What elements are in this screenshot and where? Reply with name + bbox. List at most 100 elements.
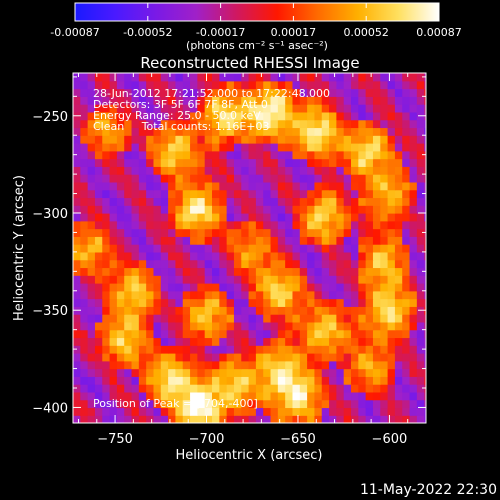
heatmap-cell <box>292 407 301 416</box>
heatmap-cell <box>248 368 257 377</box>
heatmap-cell <box>153 329 162 339</box>
heatmap-cell <box>241 345 250 354</box>
heatmap-cell <box>80 181 89 191</box>
heatmap-cell <box>226 80 235 90</box>
heatmap-cell <box>343 213 352 222</box>
heatmap-cell <box>153 251 162 261</box>
heatmap-cell <box>263 345 272 354</box>
heatmap-cell <box>358 391 367 401</box>
heatmap-cell <box>255 104 264 113</box>
heatmap-cell <box>270 360 279 370</box>
heatmap-cell <box>153 353 162 362</box>
heatmap-cell <box>424 251 426 261</box>
heatmap-cell <box>233 158 242 167</box>
heatmap-cell <box>204 415 213 423</box>
heatmap-cell <box>153 166 162 175</box>
heatmap-cell <box>372 150 381 160</box>
heatmap-cell <box>116 236 125 245</box>
heatmap-cell <box>372 275 381 284</box>
heatmap-cell <box>87 96 96 105</box>
heatmap-cell <box>329 127 337 136</box>
heatmap-cell <box>241 228 250 237</box>
heatmap-cell <box>394 189 403 199</box>
heatmap-cell <box>153 228 162 237</box>
colorbar-tick-label: -0.00017 <box>196 26 245 39</box>
heatmap-cell <box>219 329 228 339</box>
heatmap-cell <box>416 415 425 423</box>
heatmap-cell <box>336 73 345 82</box>
heatmap-cell <box>219 150 228 160</box>
heatmap-cell <box>138 228 147 237</box>
heatmap-cell <box>233 345 242 354</box>
heatmap-cell <box>372 73 381 82</box>
heatmap-cell <box>409 135 418 144</box>
heatmap-cell <box>255 80 264 90</box>
heatmap-cell <box>307 166 316 175</box>
heatmap-cell <box>372 399 381 409</box>
heatmap-cell <box>307 174 316 183</box>
heatmap-cell <box>394 197 403 206</box>
heatmap-cell <box>175 384 184 393</box>
heatmap-cell <box>138 104 147 113</box>
heatmap-cell <box>138 283 147 292</box>
heatmap-cell <box>424 353 426 362</box>
heatmap-cell <box>255 220 264 230</box>
heatmap-cell <box>263 283 272 292</box>
heatmap-cell <box>307 73 316 82</box>
x-axis: −750 −700 −650 −600 <box>77 73 427 447</box>
heatmap-cell <box>263 321 272 331</box>
heatmap-cell <box>248 391 257 401</box>
x-tick-label: −750 <box>97 432 133 447</box>
heatmap-cell <box>343 384 352 393</box>
heatmap-cell <box>94 174 103 183</box>
heatmap-cell <box>146 399 155 409</box>
heatmap-cell <box>175 88 184 97</box>
heatmap-cell <box>255 329 264 339</box>
heatmap-cell <box>329 158 337 167</box>
heatmap-cell <box>270 314 279 323</box>
heatmap-cell <box>80 228 89 237</box>
heatmap-cell <box>131 259 140 269</box>
heatmap-cell <box>146 376 155 385</box>
heatmap-cell <box>336 88 345 97</box>
heatmap-cell <box>351 306 359 315</box>
heatmap-cell <box>299 298 308 307</box>
heatmap-cell <box>219 399 228 409</box>
heatmap-cell <box>175 197 184 206</box>
heatmap-cell <box>233 104 242 113</box>
heatmap-cell <box>73 220 81 230</box>
heatmap-cell <box>365 80 374 90</box>
heatmap-cell <box>409 181 418 191</box>
heatmap-cell <box>146 166 155 175</box>
heatmap-cell <box>168 80 177 90</box>
heatmap-cell <box>146 127 155 136</box>
heatmap-cell <box>124 166 133 175</box>
heatmap-cell <box>190 189 198 199</box>
heatmap-cell <box>73 166 81 175</box>
heatmap-cell <box>380 73 389 82</box>
heatmap-cell <box>263 267 272 276</box>
heatmap-cell <box>219 228 228 237</box>
heatmap-cell <box>343 391 352 401</box>
heatmap-cell <box>116 290 125 300</box>
heatmap-cell <box>175 345 184 354</box>
heatmap-cell <box>94 415 103 423</box>
heatmap-cell <box>321 283 330 292</box>
heatmap-cell <box>175 376 184 385</box>
heatmap-cell <box>285 80 294 90</box>
heatmap-cell <box>409 329 418 339</box>
heatmap-cell <box>233 88 242 97</box>
heatmap-cell <box>263 415 272 423</box>
heatmap-cell <box>343 96 352 105</box>
heatmap-cell <box>116 228 125 237</box>
heatmap-cell <box>102 368 111 377</box>
heatmap-cell <box>219 321 228 331</box>
heatmap-cell <box>94 283 103 292</box>
heatmap-cell <box>241 127 250 136</box>
heatmap-cell <box>299 197 308 206</box>
heatmap-cell <box>329 220 337 230</box>
heatmap-cell <box>175 415 184 423</box>
heatmap-cell <box>343 205 352 214</box>
heatmap-cell <box>175 166 184 175</box>
heatmap-cell <box>248 244 257 253</box>
